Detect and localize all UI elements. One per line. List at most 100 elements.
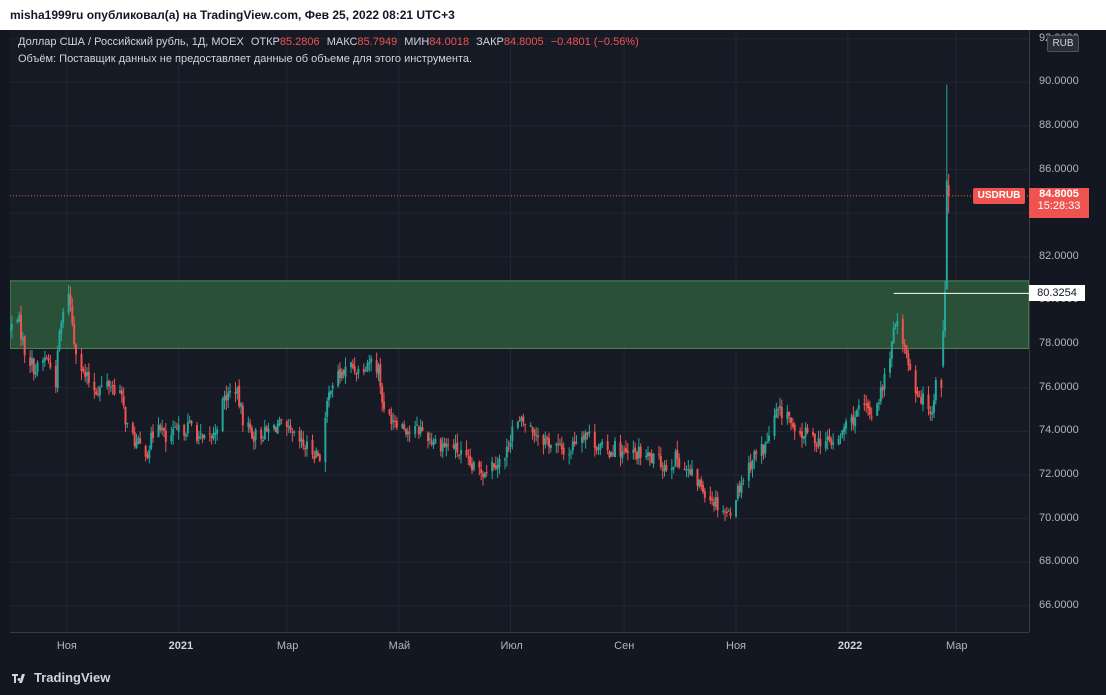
- candle[interactable]: [650, 449, 653, 464]
- candle[interactable]: [252, 431, 255, 450]
- candle[interactable]: [760, 436, 763, 464]
- candle[interactable]: [408, 425, 411, 443]
- candle[interactable]: [60, 319, 63, 341]
- candle[interactable]: [813, 433, 816, 452]
- candle[interactable]: [42, 357, 44, 371]
- candle[interactable]: [722, 505, 725, 515]
- candle[interactable]: [839, 433, 842, 445]
- candle[interactable]: [236, 386, 239, 400]
- candle[interactable]: [439, 437, 442, 457]
- candle[interactable]: [144, 444, 147, 462]
- candle[interactable]: [337, 364, 340, 388]
- candle[interactable]: [331, 382, 334, 398]
- candle[interactable]: [196, 421, 198, 444]
- candle[interactable]: [62, 308, 65, 328]
- candle[interactable]: [845, 418, 847, 435]
- candle[interactable]: [329, 390, 332, 399]
- candle[interactable]: [608, 449, 611, 459]
- candle[interactable]: [549, 444, 552, 453]
- candle[interactable]: [21, 331, 24, 346]
- candle[interactable]: [648, 451, 651, 466]
- candle[interactable]: [95, 387, 98, 396]
- candle[interactable]: [878, 398, 880, 411]
- candle[interactable]: [47, 354, 50, 364]
- candle[interactable]: [491, 456, 494, 480]
- candle[interactable]: [483, 472, 486, 479]
- candle[interactable]: [357, 365, 360, 379]
- candle[interactable]: [100, 375, 103, 388]
- candle[interactable]: [890, 340, 893, 368]
- candle[interactable]: [351, 359, 354, 370]
- candle[interactable]: [135, 433, 138, 449]
- candle[interactable]: [828, 428, 831, 443]
- candle[interactable]: [507, 440, 510, 453]
- candle[interactable]: [350, 361, 352, 374]
- candle[interactable]: [430, 432, 433, 447]
- candle[interactable]: [326, 397, 329, 423]
- candle[interactable]: [511, 419, 514, 450]
- candle[interactable]: [584, 429, 587, 449]
- candle[interactable]: [317, 449, 319, 457]
- candle[interactable]: [458, 453, 461, 460]
- candle[interactable]: [841, 429, 844, 439]
- candle[interactable]: [779, 397, 781, 416]
- candle[interactable]: [663, 460, 666, 477]
- candle[interactable]: [300, 429, 303, 449]
- candle[interactable]: [806, 424, 809, 434]
- candle[interactable]: [520, 415, 523, 427]
- candle[interactable]: [260, 426, 263, 445]
- candle[interactable]: [447, 438, 450, 451]
- candle[interactable]: [324, 411, 327, 472]
- candle[interactable]: [493, 462, 495, 471]
- candle[interactable]: [623, 445, 626, 455]
- candle[interactable]: [945, 84, 948, 290]
- candle[interactable]: [610, 451, 613, 457]
- candle[interactable]: [678, 453, 681, 470]
- candle[interactable]: [454, 434, 457, 459]
- candle[interactable]: [480, 461, 483, 481]
- candle[interactable]: [867, 399, 869, 416]
- candle[interactable]: [773, 408, 776, 440]
- candle[interactable]: [546, 435, 549, 446]
- candle[interactable]: [203, 434, 206, 440]
- candle[interactable]: [557, 433, 560, 453]
- candle[interactable]: [405, 428, 407, 438]
- candle[interactable]: [417, 425, 420, 439]
- candle[interactable]: [529, 422, 532, 427]
- candle[interactable]: [87, 363, 90, 388]
- candle[interactable]: [599, 442, 602, 456]
- candle[interactable]: [45, 355, 48, 360]
- candle[interactable]: [713, 496, 715, 512]
- candle[interactable]: [291, 427, 294, 442]
- candle[interactable]: [482, 470, 484, 486]
- candle[interactable]: [108, 379, 110, 395]
- candle[interactable]: [753, 449, 756, 470]
- candle[interactable]: [368, 354, 371, 373]
- candle[interactable]: [452, 438, 455, 450]
- candle[interactable]: [262, 435, 264, 443]
- candle[interactable]: [637, 438, 640, 465]
- candle[interactable]: [573, 431, 576, 447]
- candle[interactable]: [75, 343, 77, 365]
- candle[interactable]: [152, 424, 154, 443]
- candle[interactable]: [353, 357, 356, 375]
- candle[interactable]: [909, 359, 912, 371]
- candle[interactable]: [672, 466, 675, 474]
- candle[interactable]: [636, 450, 638, 465]
- candle[interactable]: [593, 424, 596, 457]
- candle[interactable]: [903, 339, 906, 354]
- candle[interactable]: [852, 406, 855, 431]
- candle[interactable]: [139, 431, 142, 445]
- candle[interactable]: [535, 426, 538, 442]
- candle[interactable]: [634, 442, 637, 460]
- candle[interactable]: [518, 416, 521, 422]
- candle[interactable]: [265, 424, 268, 433]
- candle[interactable]: [696, 468, 699, 491]
- candle[interactable]: [790, 417, 792, 431]
- candle[interactable]: [471, 457, 473, 475]
- candle[interactable]: [942, 320, 945, 369]
- candle[interactable]: [465, 440, 468, 458]
- candle[interactable]: [881, 384, 884, 399]
- candle[interactable]: [916, 387, 919, 398]
- candle[interactable]: [456, 433, 459, 458]
